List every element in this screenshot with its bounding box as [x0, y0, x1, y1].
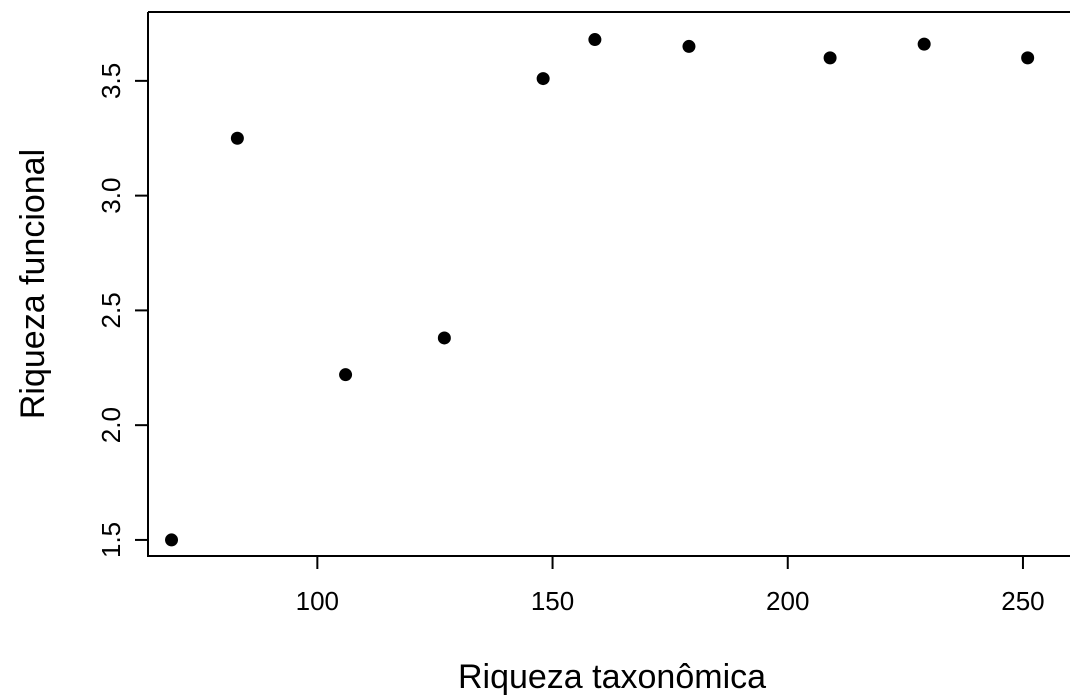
axes: 100 150 200 250 1.5 2.0 2.5 3.0 3.5 [96, 11, 1070, 616]
data-points [165, 33, 1035, 547]
data-point [536, 72, 550, 86]
y-tick-label: 3.0 [96, 178, 126, 214]
y-axis-title: Riqueza funcional [14, 149, 52, 419]
data-point [1021, 51, 1035, 65]
data-point [823, 51, 837, 65]
data-point [437, 331, 451, 345]
data-point [682, 39, 696, 53]
data-point [917, 37, 931, 51]
x-tick-label: 250 [1001, 586, 1044, 616]
x-axis-title: Riqueza taxonômica [458, 658, 766, 696]
x-tick-label: 150 [531, 586, 574, 616]
data-point [165, 533, 179, 547]
y-tick-label: 3.5 [96, 63, 126, 99]
data-point [230, 131, 244, 145]
y-tick-label: 1.5 [96, 522, 126, 558]
data-point [588, 33, 602, 47]
data-point [339, 368, 353, 382]
x-tick-label: 100 [296, 586, 339, 616]
y-tick-label: 2.5 [96, 292, 126, 328]
y-tick-label: 2.0 [96, 407, 126, 443]
x-tick-label: 200 [766, 586, 809, 616]
plot-frame [147, 11, 1070, 557]
